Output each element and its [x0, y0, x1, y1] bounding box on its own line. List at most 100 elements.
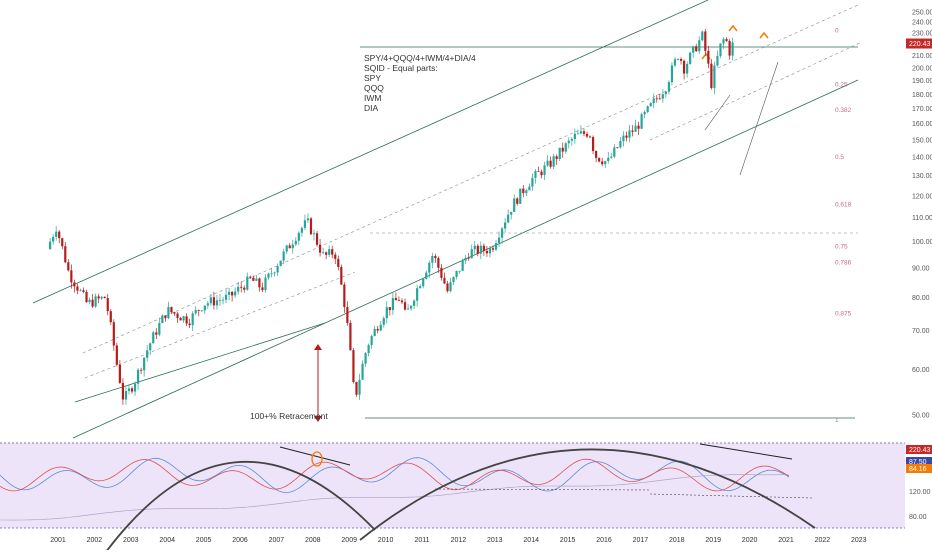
x-tick-label: 2004: [159, 537, 175, 544]
legend-line-3: SPY: [364, 73, 381, 83]
candle: [79, 290, 82, 292]
candle: [443, 277, 446, 284]
candle: [516, 198, 519, 204]
x-tick-label: 2021: [778, 537, 794, 544]
candle: [152, 332, 155, 344]
candle: [510, 211, 513, 215]
osc-trend-line: [279, 446, 351, 466]
candle: [285, 245, 288, 252]
candle: [358, 379, 361, 395]
candle: [400, 300, 404, 303]
fib-level-label: 0: [835, 28, 839, 35]
y-tick-label: 70.00: [912, 328, 930, 335]
osc-tick-label: 87.50: [909, 459, 927, 466]
osc-highlight-circle: [311, 451, 323, 467]
candle: [598, 157, 601, 162]
candle: [664, 91, 667, 95]
candle: [619, 141, 622, 148]
x-tick-label: 2016: [596, 537, 612, 544]
fib-level-label: 0.25: [835, 82, 848, 89]
osc-trend-line: [699, 443, 793, 460]
candle: [100, 296, 103, 299]
candle: [719, 43, 722, 57]
candle: [382, 318, 385, 325]
candle: [94, 296, 97, 307]
candle: [85, 291, 88, 303]
candle: [282, 251, 285, 261]
candle: [428, 262, 431, 273]
candle: [667, 82, 671, 92]
candle: [361, 363, 364, 380]
candle: [710, 63, 713, 88]
candle: [258, 278, 261, 288]
candle: [188, 323, 191, 326]
osc-value-badge: [906, 457, 932, 466]
candle: [215, 300, 219, 306]
x-tick-label: 2003: [123, 537, 139, 544]
y-tick-label: 110.00: [912, 215, 932, 222]
retracement-arrow-head-up: [314, 344, 322, 350]
candle: [70, 270, 73, 283]
candle: [409, 305, 413, 309]
candle: [513, 198, 516, 212]
fib-level-label: 0.5: [835, 154, 844, 161]
candle: [106, 298, 109, 312]
candle: [728, 40, 731, 56]
candle: [49, 241, 52, 250]
candle: [701, 31, 704, 41]
candle: [673, 59, 677, 66]
candle: [579, 131, 583, 134]
candle: [391, 298, 394, 311]
candle: [206, 303, 209, 306]
x-tick-label: 2010: [378, 537, 394, 544]
candle: [294, 240, 297, 245]
y-tick-label: 100.00: [912, 239, 932, 246]
y-tick-label: 150.00: [912, 137, 932, 144]
candle: [555, 156, 558, 160]
candle: [376, 328, 379, 331]
candle: [112, 322, 115, 346]
candle: [115, 345, 118, 365]
y-tick-label: 90.00: [912, 265, 930, 272]
candle: [136, 369, 140, 384]
candle: [143, 357, 146, 371]
candle: [346, 307, 349, 323]
trend-line: [649, 41, 863, 141]
candle: [273, 272, 276, 274]
candle: [167, 307, 170, 319]
candle: [352, 350, 355, 382]
candle: [531, 177, 534, 187]
fib-level-label: 0.618: [835, 201, 852, 208]
fib-level-label: 0.382: [835, 107, 852, 114]
candle: [707, 50, 710, 64]
x-tick-label: 2012: [451, 537, 467, 544]
x-tick-label: 2007: [269, 537, 285, 544]
candle: [130, 388, 134, 392]
candle: [567, 140, 570, 144]
candle: [300, 227, 303, 233]
candle: [643, 111, 646, 115]
candle: [634, 125, 637, 132]
candle: [610, 156, 613, 158]
candle: [582, 131, 586, 134]
candle: [133, 383, 137, 392]
candle: [385, 307, 388, 319]
candle: [224, 294, 228, 300]
y-tick-label: 60.00: [912, 367, 930, 374]
candle: [682, 60, 686, 74]
y-tick-label: 210.00: [912, 53, 932, 60]
candle: [406, 308, 410, 310]
candle: [419, 286, 422, 289]
candle: [497, 237, 501, 244]
candle: [458, 270, 461, 272]
candle: [467, 257, 470, 259]
osc-tick-label: 80.00: [909, 514, 927, 521]
candle: [692, 46, 695, 53]
candle: [343, 284, 346, 308]
candle: [494, 243, 498, 250]
legend-line-6: DIA: [364, 103, 379, 113]
x-tick-label: 2020: [742, 537, 758, 544]
candle: [500, 228, 504, 238]
trend-line: [739, 61, 779, 176]
